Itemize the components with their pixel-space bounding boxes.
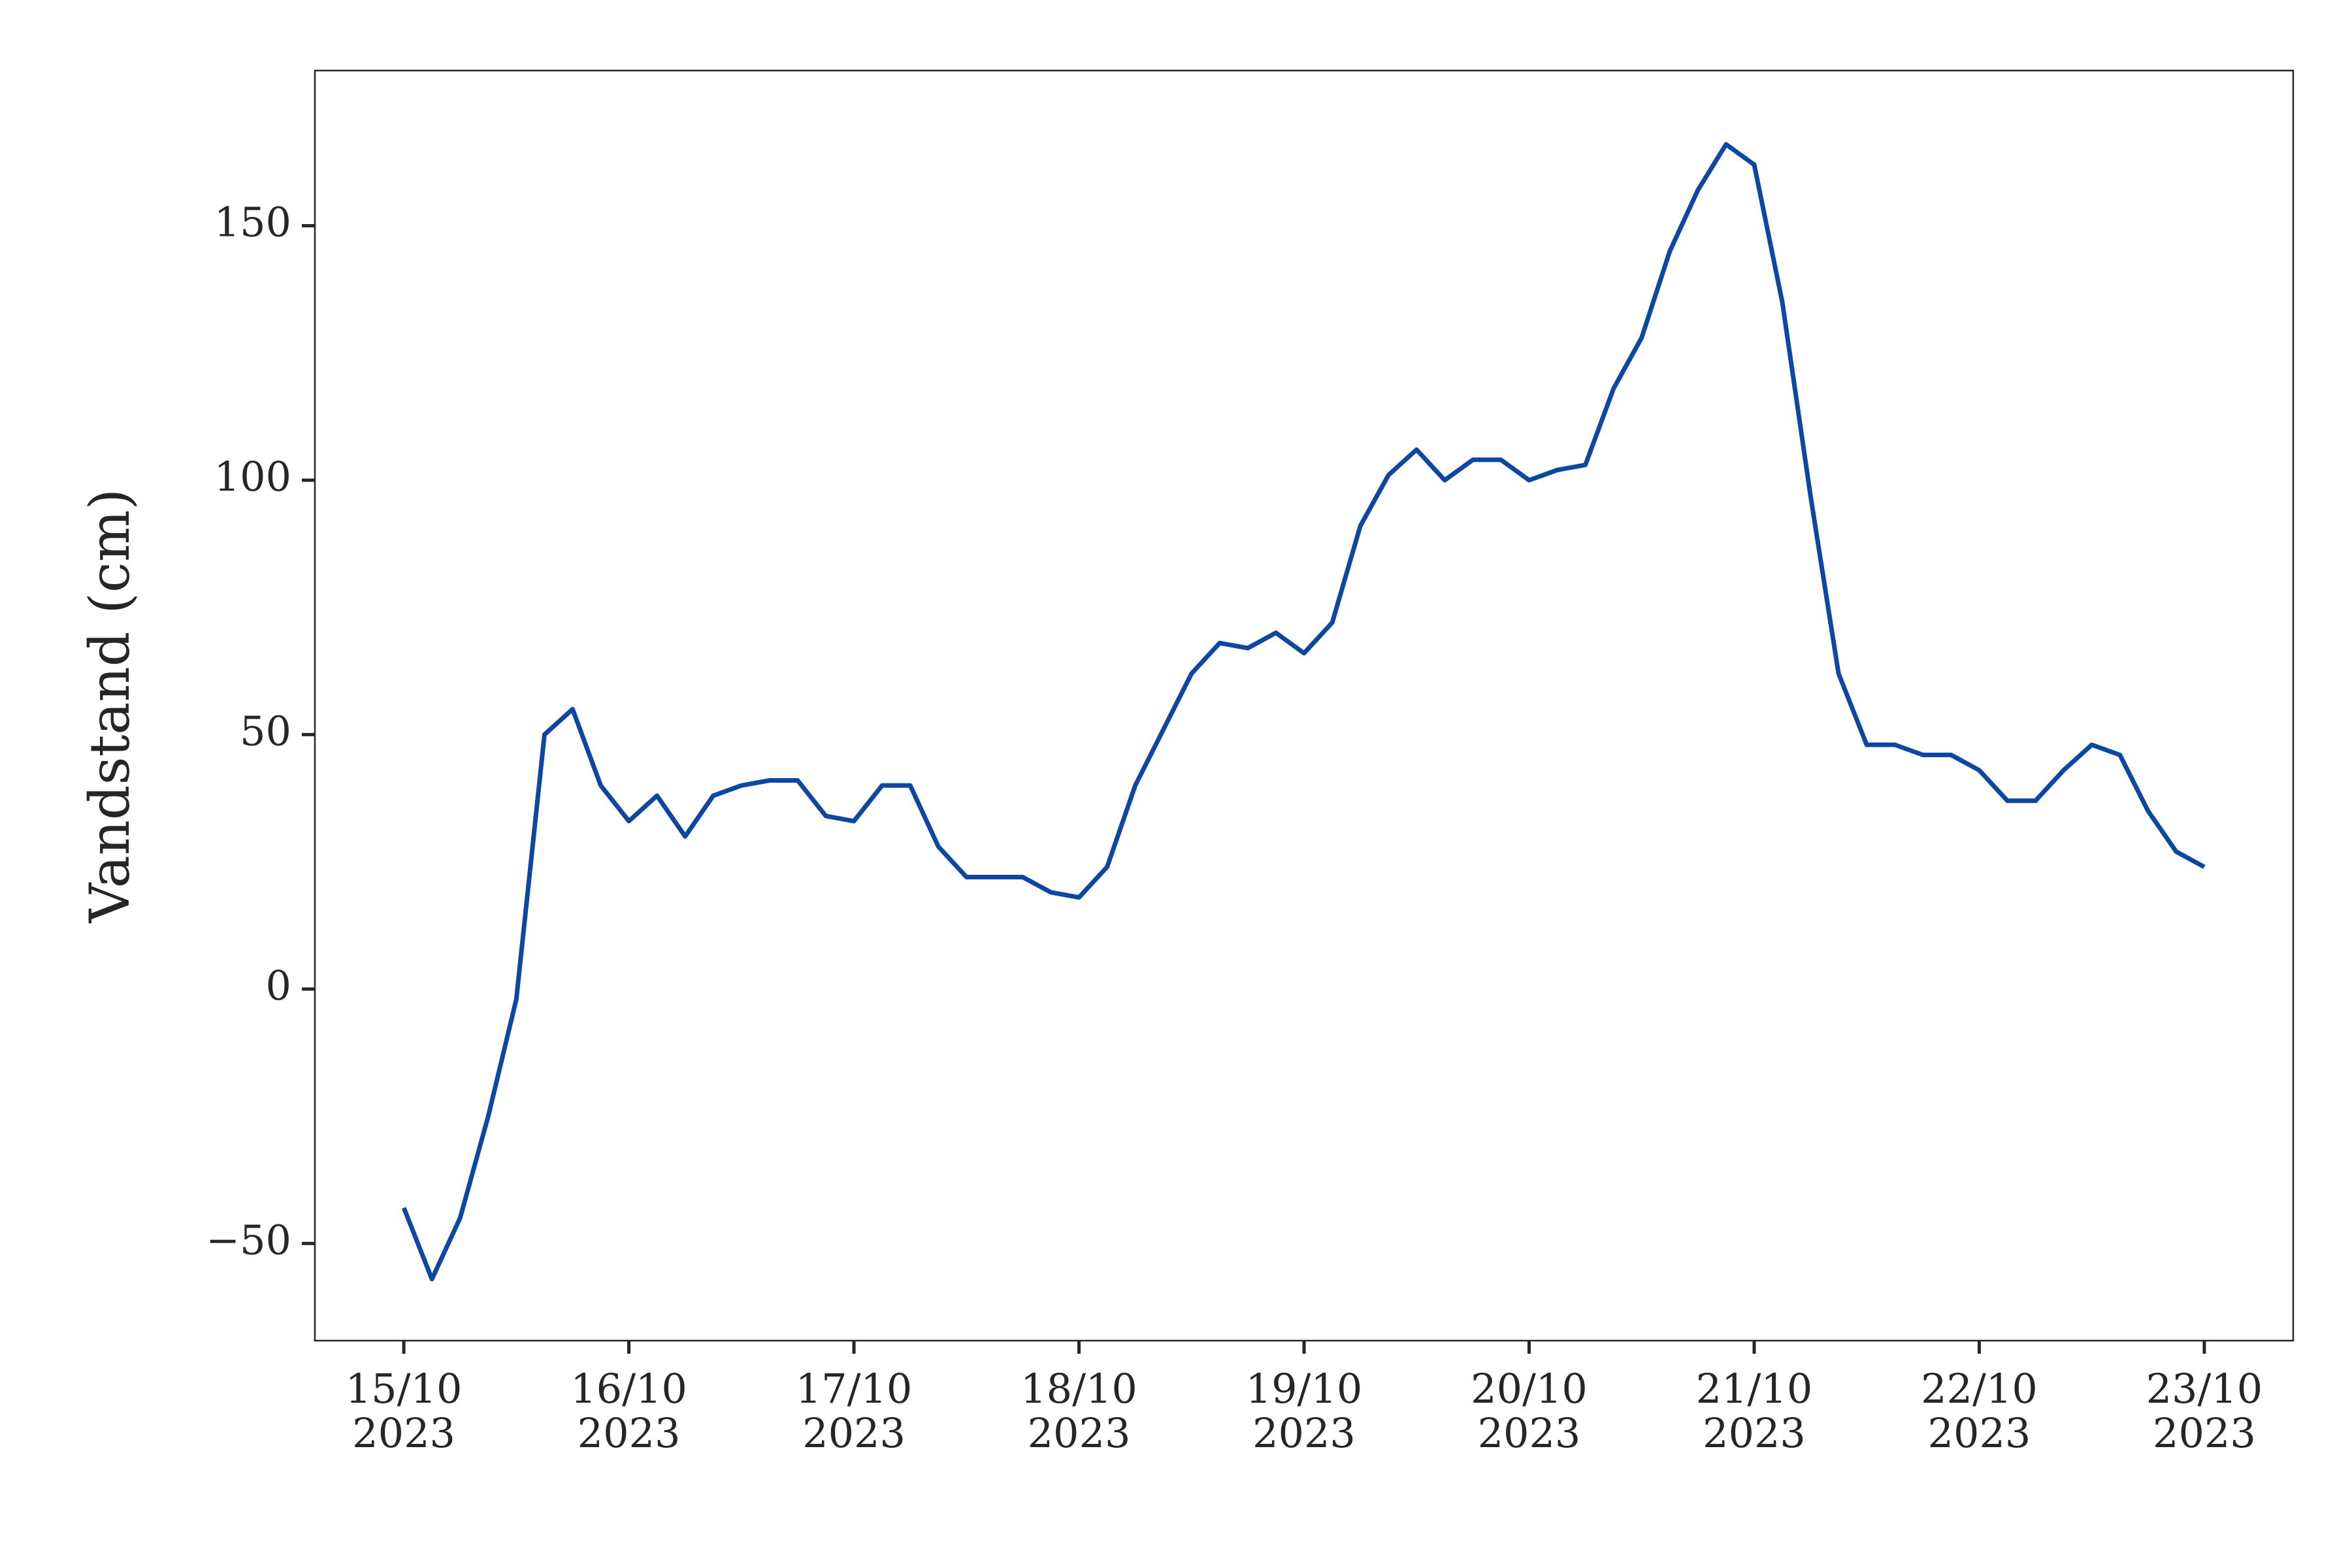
y-tick-label: 150 [214,199,291,246]
x-tick-label: 15/10 2023 [346,1365,463,1457]
x-tick-label: 22/10 2023 [1921,1365,2038,1457]
x-tick-label: 18/10 2023 [1021,1365,1137,1457]
plot-frame [314,69,2295,1342]
x-tick-label: 17/10 2023 [796,1365,913,1457]
x-tick-label: 19/10 2023 [1246,1365,1363,1457]
x-tick-label: 21/10 2023 [1696,1365,1813,1457]
y-tick-label: 100 [214,453,291,500]
x-tick-label: 23/10 2023 [2146,1365,2263,1457]
y-axis-label: Vandstand (cm) [78,489,142,924]
y-tick-label: 50 [240,708,291,755]
y-tick-label: 0 [266,962,291,1009]
x-tick-label: 16/10 2023 [570,1365,687,1457]
x-tick-label: 20/10 2023 [1471,1365,1588,1457]
y-tick-label: −50 [206,1216,291,1264]
data-line [401,142,2206,1282]
